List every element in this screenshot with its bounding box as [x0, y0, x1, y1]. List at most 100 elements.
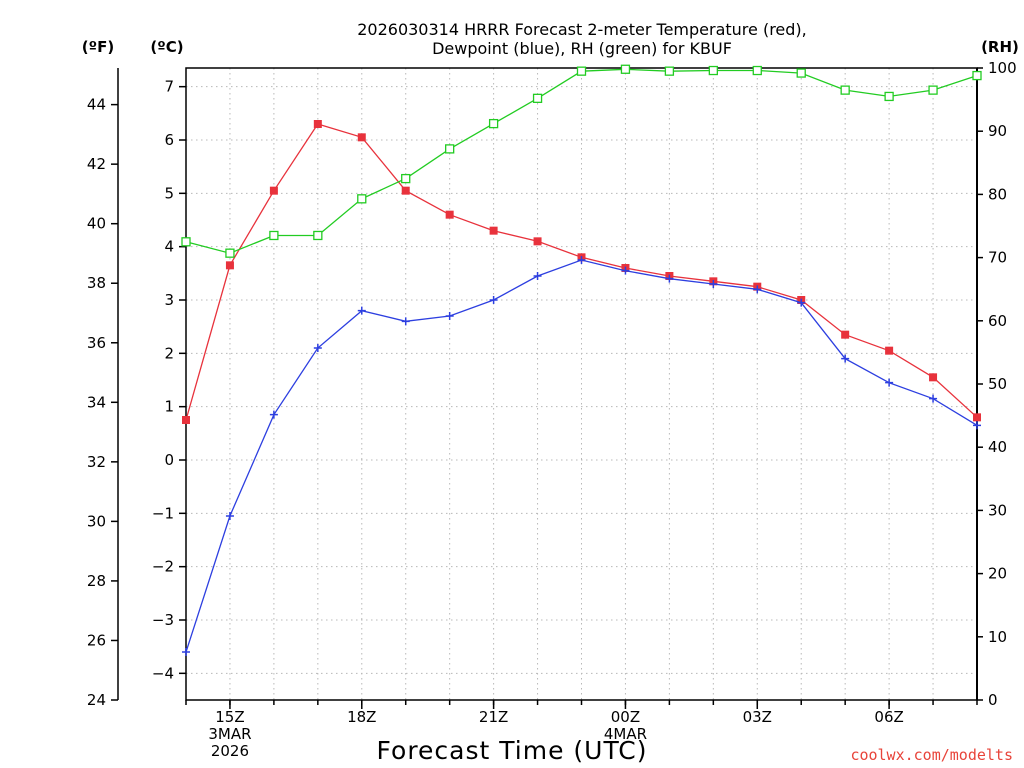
rh-point: [488, 118, 499, 129]
rh-point: [181, 237, 191, 247]
rh-tick-label: 80: [988, 185, 1007, 203]
temperature-point: [929, 373, 938, 382]
temperature-point: [357, 133, 366, 142]
fahrenheit-tick-label: 30: [87, 512, 106, 530]
temperature-point: [445, 210, 454, 219]
rh-point: [796, 68, 806, 78]
rh-tick-label: 30: [988, 501, 1007, 519]
celsius-tick-label: 7: [164, 78, 174, 96]
temperature-point: [269, 186, 278, 195]
dewpoint-point: [929, 394, 938, 403]
x-tick-label: 21Z: [479, 708, 508, 726]
rh-point: [313, 230, 323, 241]
credit-text: coolwx.com/modelts: [850, 746, 1013, 764]
celsius-tick-label: 1: [164, 398, 174, 416]
dewpoint-point: [357, 306, 366, 315]
fahrenheit-tick-label: 36: [87, 334, 106, 352]
fahrenheit-unit-label: (ºF): [82, 38, 114, 56]
dewpoint-point: [973, 421, 981, 430]
dewpoint-point: [225, 512, 234, 520]
dewpoint-point: [401, 317, 410, 326]
rh-tick-label: 90: [988, 122, 1007, 140]
rh-tick-label: 0: [988, 691, 998, 709]
rh-point: [884, 91, 894, 102]
rh-point: [664, 66, 675, 76]
rh-unit-label: (RH): [981, 38, 1019, 56]
chart-title-line2: Dewpoint (blue), RH (green) for KBUF: [432, 39, 732, 58]
dewpoint-point: [841, 354, 850, 363]
celsius-tick-label: −2: [152, 558, 174, 576]
celsius-tick-label: 3: [164, 291, 174, 309]
chart-title-line1: 2026030314 HRRR Forecast 2-meter Tempera…: [357, 20, 807, 39]
celsius-unit-label: (ºC): [150, 38, 183, 56]
dewpoint-point: [182, 648, 190, 656]
fahrenheit-tick-label: 40: [87, 215, 106, 233]
dewpoint-point: [621, 266, 630, 275]
temperature-point: [973, 413, 981, 422]
temperature-point: [225, 261, 234, 270]
dewpoint-point: [577, 256, 586, 264]
rh-point: [445, 144, 455, 154]
axis-layer: −4−3−2−101234567242628303234363840424401…: [87, 59, 1017, 760]
rh-point: [840, 85, 850, 95]
dewpoint-point: [489, 296, 498, 304]
rh-tick-label: 100: [988, 59, 1017, 77]
rh-point: [620, 64, 631, 74]
dewpoint-point: [313, 344, 322, 352]
rh-tick-label: 50: [988, 375, 1007, 393]
x-tick-label: 03Z: [743, 708, 772, 726]
celsius-tick-label: −4: [152, 664, 174, 682]
fahrenheit-tick-label: 28: [87, 572, 106, 590]
rh-point: [928, 85, 938, 95]
dewpoint-point: [533, 272, 542, 280]
rh-tick-label: 60: [988, 312, 1007, 330]
fahrenheit-tick-label: 34: [87, 393, 106, 411]
fahrenheit-tick-label: 44: [87, 96, 106, 114]
dewpoint-point: [445, 312, 454, 320]
x-tick-label: 06Z: [874, 708, 903, 726]
rh-point: [269, 230, 279, 241]
rh-point: [708, 65, 718, 76]
celsius-tick-label: −3: [152, 611, 174, 629]
fahrenheit-tick-label: 32: [87, 453, 106, 471]
grid-layer: [186, 68, 977, 700]
temperature-point: [401, 186, 410, 195]
dewpoint-point: [753, 285, 762, 294]
x-tick-label: 00Z: [611, 708, 640, 726]
rh-tick-label: 40: [988, 438, 1007, 456]
temperature-point: [885, 346, 894, 355]
temperature-point: [182, 416, 190, 424]
rh-point: [357, 194, 367, 204]
x-tick-label: 3MAR: [208, 725, 251, 743]
dewpoint-point: [885, 378, 894, 387]
rh-point: [532, 93, 543, 103]
rh-point: [972, 70, 982, 81]
temperature-point: [313, 120, 322, 128]
rh-tick-label: 70: [988, 249, 1007, 267]
celsius-tick-label: 4: [164, 238, 174, 256]
fahrenheit-tick-label: 26: [87, 631, 106, 649]
fahrenheit-tick-label: 24: [87, 691, 106, 709]
rh-line: [185, 68, 978, 254]
fahrenheit-tick-label: 42: [87, 155, 106, 173]
x-tick-label: 2026: [211, 742, 249, 760]
series-layer: [181, 64, 982, 656]
fahrenheit-tick-label: 38: [87, 274, 106, 292]
rh-point: [401, 173, 411, 184]
x-axis-label: Forecast Time (UTC): [377, 736, 648, 765]
rh-point: [225, 248, 235, 258]
rh-tick-label: 10: [988, 628, 1007, 646]
x-tick-label: 15Z: [215, 708, 244, 726]
temperature-point: [533, 237, 542, 246]
celsius-tick-label: 2: [164, 344, 174, 362]
rh-tick-label: 20: [988, 565, 1007, 583]
dewpoint-point: [797, 298, 806, 307]
dewpoint-point: [709, 280, 718, 288]
celsius-tick-label: 0: [164, 451, 174, 469]
dewpoint-point: [665, 274, 674, 283]
rh-point: [752, 65, 762, 76]
dewpoint-point: [269, 410, 278, 419]
x-tick-label: 18Z: [347, 708, 376, 726]
celsius-tick-label: −1: [152, 504, 174, 522]
